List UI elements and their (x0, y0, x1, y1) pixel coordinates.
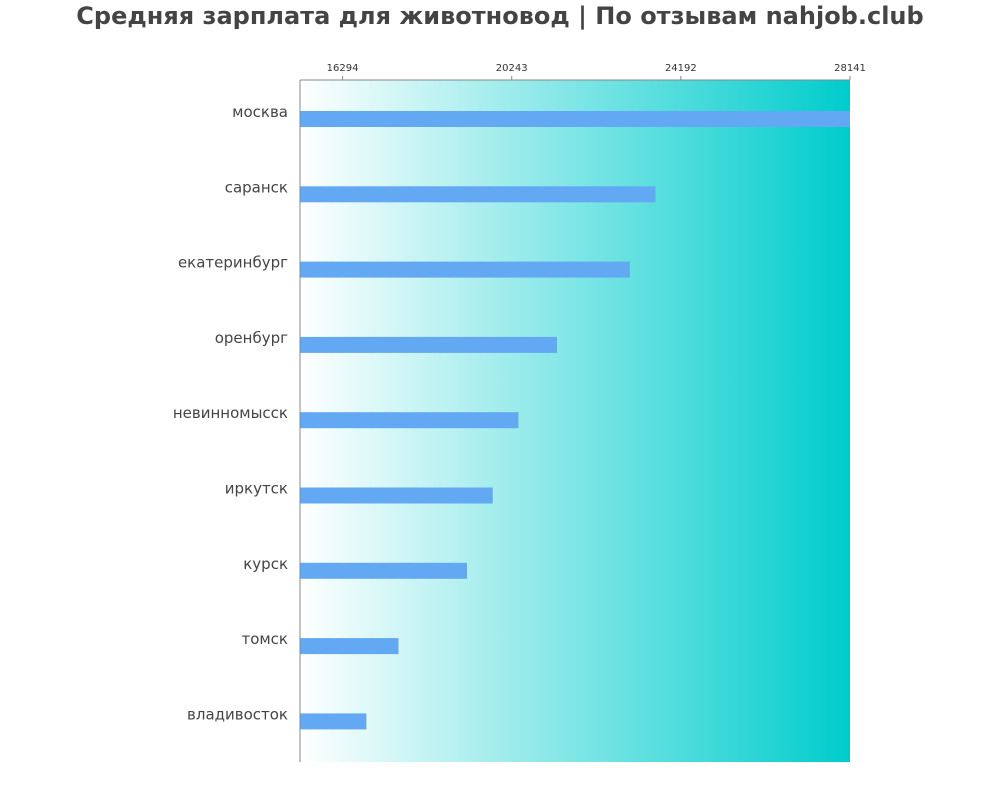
category-label: курск (243, 555, 288, 573)
bar (300, 713, 367, 730)
x-tick-label: 20243 (496, 63, 528, 74)
bar (300, 111, 850, 127)
category-label: томск (241, 630, 288, 648)
category-label: екатеринбург (178, 254, 288, 272)
bar (300, 487, 493, 504)
category-label: москва (232, 103, 288, 121)
bar (300, 412, 519, 429)
category-label: владивосток (187, 705, 288, 723)
category-label: саранск (225, 178, 288, 196)
bar (300, 562, 468, 579)
chart-title: Средняя зарплата для животновод | По отз… (76, 2, 924, 30)
x-axis-ticks: 16294 20243 24192 28141 (327, 63, 866, 80)
x-tick-label: 28141 (834, 63, 866, 74)
category-label: невинномысск (173, 404, 288, 422)
bar (300, 638, 399, 655)
category-labels: москва саранск екатеринбург оренбург невинно… (173, 103, 288, 723)
bar (300, 336, 557, 353)
x-tick-label: 16294 (327, 63, 359, 74)
bar (300, 261, 630, 278)
bars (300, 111, 850, 730)
category-label: оренбург (215, 329, 288, 347)
category-label: иркутск (225, 480, 288, 498)
bar (300, 186, 656, 203)
x-tick-label: 24192 (665, 63, 697, 74)
